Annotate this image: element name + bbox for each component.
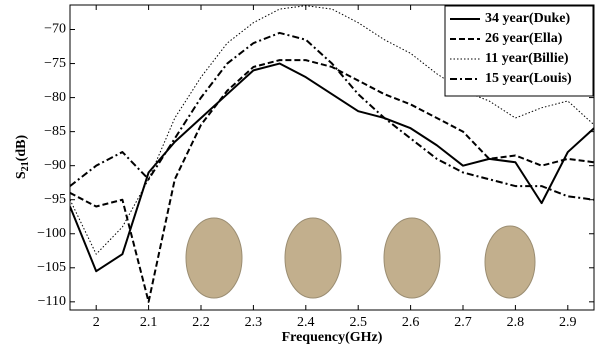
series-line (70, 62, 594, 273)
y-tick-label: −95 (44, 192, 66, 207)
y-tick-label: −110 (38, 294, 66, 309)
series-line (70, 5, 594, 255)
x-tick-label: 2.6 (402, 315, 420, 330)
legend-label: 26 year(Ella) (485, 31, 563, 46)
x-tick-label: 2.3 (245, 315, 263, 330)
y-tick-label: −105 (37, 260, 66, 275)
legend-box (444, 5, 594, 97)
y-tick-label: −70 (44, 22, 66, 37)
x-tick-label: 2.9 (559, 315, 577, 330)
x-axis-label: Frequency(GHz) (282, 330, 383, 345)
head-icon (383, 217, 441, 299)
y-label-sub: 21 (20, 161, 31, 171)
head-icon (185, 217, 243, 299)
y-tick-label: −85 (44, 124, 66, 139)
x-tick-label: 2.7 (454, 315, 472, 330)
legend-label: 34 year(Duke) (485, 11, 570, 26)
y-tick-label: −80 (44, 90, 66, 105)
head-icon (284, 217, 342, 299)
y-axis-label: S21(dB) (14, 135, 31, 180)
head-icon (484, 225, 536, 299)
y-tick-label: −90 (44, 158, 66, 173)
y-label-unit: (dB) (14, 135, 29, 162)
x-tick-label: 2.1 (140, 315, 158, 330)
x-tick-label: 2.5 (349, 315, 367, 330)
head-images (185, 217, 536, 299)
series-line (70, 31, 594, 201)
legend-label: 11 year(Billie) (485, 51, 569, 66)
y-tick-label: −75 (44, 56, 66, 71)
x-tick-label: 2 (93, 315, 100, 330)
y-label-base: S (14, 171, 29, 179)
plot-frame (69, 4, 595, 311)
y-tick-label: −100 (37, 226, 66, 241)
legend-label: 15 year(Louis) (485, 71, 572, 86)
x-tick-label: 2.4 (297, 315, 315, 330)
series-line (70, 59, 594, 303)
x-tick-label: 2.8 (507, 315, 525, 330)
x-tick-label: 2.2 (192, 315, 210, 330)
